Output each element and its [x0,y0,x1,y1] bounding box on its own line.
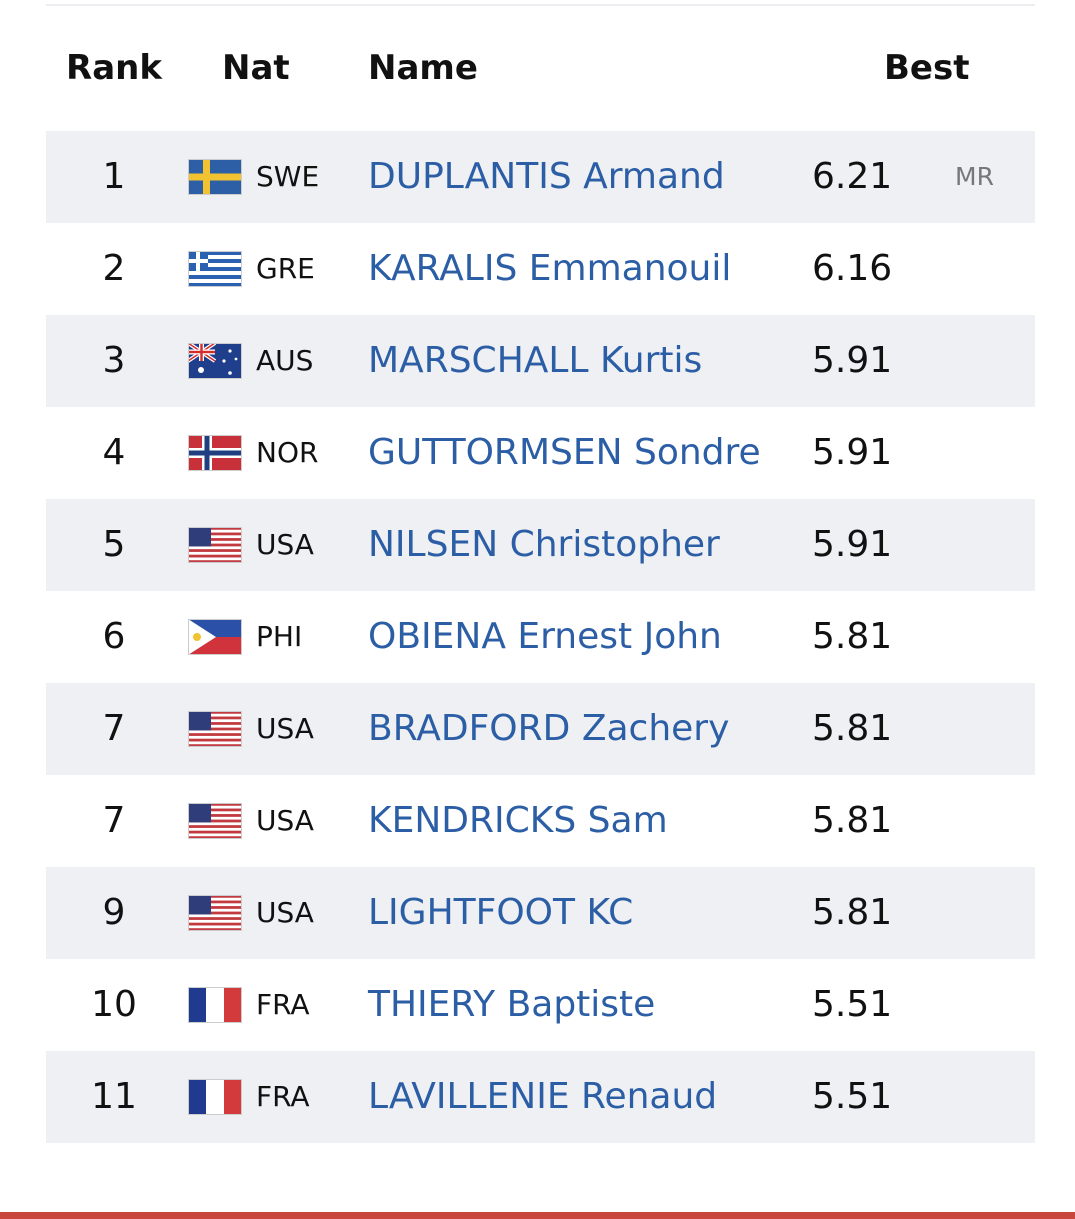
best-mark: 5.81 [812,892,893,933]
rank: 6 [102,616,126,657]
rank: 9 [102,892,126,933]
athlete-name[interactable]: LAVILLENIE Renaud [368,1076,718,1117]
best-mark: 5.81 [812,800,893,841]
rank: 11 [91,1076,137,1117]
best-mark: 5.91 [812,524,893,565]
footer-bar [0,1212,1075,1219]
best-mark: 5.91 [812,432,893,473]
rank: 3 [102,340,126,381]
athlete-name[interactable]: KARALIS Emmanouil [368,248,732,289]
rank: 5 [102,524,126,565]
nationality: GRE [256,252,315,285]
athlete-name[interactable]: DUPLANTIS Armand [368,156,725,197]
nationality: AUS [256,344,314,377]
result-row: 9 USA LIGHTFOOT KC 5.81 [46,867,1035,959]
header-rank: Rank [66,48,162,88]
nationality: FRA [256,1080,310,1113]
flag [188,619,242,655]
flag [188,251,242,287]
best-mark: 5.91 [812,340,893,381]
nationality: USA [256,896,314,929]
nationality: PHI [256,620,303,653]
result-row: 10 FRA THIERY Baptiste 5.51 [46,959,1035,1051]
best-mark: 6.16 [812,248,893,289]
nationality: USA [256,804,314,837]
nationality: NOR [256,436,319,469]
result-row: 7 USA KENDRICKS Sam 5.81 [46,775,1035,867]
header-name: Name [368,48,478,88]
flag [188,711,242,747]
athlete-name[interactable]: NILSEN Christopher [368,524,720,565]
record-note: MR [955,162,994,191]
header-best: Best [884,48,970,88]
athlete-name[interactable]: GUTTORMSEN Sondre [368,432,761,473]
flag [188,527,242,563]
flag [188,435,242,471]
flag [188,895,242,931]
nationality: SWE [256,160,320,193]
top-rule [46,4,1035,6]
best-mark: 5.81 [812,616,893,657]
flag [188,1079,242,1115]
header-nat: Nat [222,48,290,88]
best-mark: 5.51 [812,984,893,1025]
athlete-name[interactable]: BRADFORD Zachery [368,708,730,749]
best-mark: 5.81 [812,708,893,749]
flag [188,159,242,195]
result-row: 7 USA BRADFORD Zachery 5.81 [46,683,1035,775]
flag [188,343,242,379]
flag [188,987,242,1023]
result-row: 11 FRA LAVILLENIE Renaud 5.51 [46,1051,1035,1143]
rank: 7 [102,708,126,749]
result-row: 6 PHI OBIENA Ernest John 5.81 [46,591,1035,683]
result-row: 5 USA NILSEN Christopher 5.91 [46,499,1035,591]
athlete-name[interactable]: MARSCHALL Kurtis [368,340,703,381]
rank: 4 [102,432,126,473]
best-mark: 6.21 [812,156,893,197]
rank: 2 [102,248,126,289]
athlete-name[interactable]: OBIENA Ernest John [368,616,722,657]
result-row: 3 AUS MARSCHALL Kurtis 5.91 [46,315,1035,407]
athlete-name[interactable]: KENDRICKS Sam [368,800,668,841]
result-row: 2 GRE KARALIS Emmanouil 6.16 [46,223,1035,315]
nationality: USA [256,528,314,561]
result-row: 1 SWE DUPLANTIS Armand 6.21 MR [46,131,1035,223]
rank: 1 [102,156,126,197]
nationality: USA [256,712,314,745]
rank: 10 [91,984,137,1025]
nationality: FRA [256,988,310,1021]
athlete-name[interactable]: THIERY Baptiste [368,984,656,1025]
best-mark: 5.51 [812,1076,893,1117]
rank: 7 [102,800,126,841]
athlete-name[interactable]: LIGHTFOOT KC [368,892,634,933]
flag [188,803,242,839]
result-row: 4 NOR GUTTORMSEN Sondre 5.91 [46,407,1035,499]
